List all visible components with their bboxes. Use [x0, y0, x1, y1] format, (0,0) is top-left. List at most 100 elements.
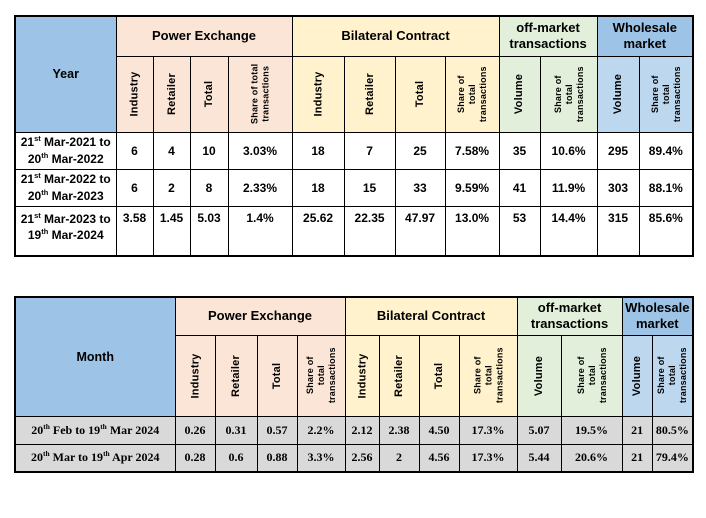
table2-group-bilateral-contract: Bilateral Contract: [344, 296, 518, 336]
table1-group-wholesale-market: Wholesale market: [596, 15, 694, 57]
data-cell: 10: [189, 131, 229, 170]
data-cell: 25.62: [291, 205, 345, 257]
data-cell: 17.3%: [458, 415, 518, 445]
data-cell: 85.6%: [638, 205, 694, 257]
data-cell: 33: [394, 168, 446, 207]
subheader-retailer: Retailer: [378, 334, 420, 417]
month-range-label: 20th Mar to 19th Apr 2024: [14, 443, 176, 473]
data-cell: 5.03: [189, 205, 229, 257]
table1-group-power-exchange: Power Exchange: [115, 15, 293, 57]
table2-corner-month: Month: [14, 296, 176, 417]
data-cell: 13.0%: [444, 205, 500, 257]
table1-corner-year: Year: [14, 15, 117, 133]
table1-row-2023-24: 21st Mar-2023 to 19th Mar-2024 3.58 1.45…: [14, 205, 694, 257]
subheader-retailer: Retailer: [343, 55, 396, 133]
data-cell: 35: [498, 131, 541, 170]
data-cell: 6: [115, 131, 154, 170]
data-cell: 41: [498, 168, 541, 207]
table2-row-feb-mar: 20th Feb to 19th Mar 2024 0.26 0.31 0.57…: [14, 415, 694, 445]
table1-group-header-row: Year Power Exchange Bilateral Contract o…: [14, 15, 694, 133]
subheader-total: Total: [394, 55, 446, 133]
subheader-share: Share of total transactions: [458, 334, 518, 417]
data-cell: 2.2%: [296, 415, 346, 445]
data-cell: 303: [596, 168, 640, 207]
data-cell: 14.4%: [539, 205, 598, 257]
data-cell: 4.50: [418, 415, 460, 445]
data-cell: 8: [189, 168, 229, 207]
data-cell: 1.45: [152, 205, 191, 257]
data-cell: 7: [343, 131, 396, 170]
data-cell: 0.26: [174, 415, 216, 445]
data-cell: 22.35: [343, 205, 396, 257]
data-cell: 5.44: [516, 443, 562, 473]
data-cell: 20.6%: [560, 443, 623, 473]
subheader-share: Share of total transactions: [444, 55, 500, 133]
subheader-volume: Volume: [516, 334, 562, 417]
subheader-share: Share of total transactions: [638, 55, 694, 133]
data-cell: 17.3%: [458, 443, 518, 473]
data-cell: 1.4%: [227, 205, 293, 257]
data-cell: 53: [498, 205, 541, 257]
subheader-volume: Volume: [621, 334, 653, 417]
subheader-share: Share of total transactions: [539, 55, 598, 133]
subheader-total: Total: [256, 334, 298, 417]
data-cell: 0.28: [174, 443, 216, 473]
data-cell: 21: [621, 443, 653, 473]
year-range-label: 21st Mar-2021 to 20th Mar-2022: [14, 131, 117, 170]
data-cell: 18: [291, 131, 345, 170]
data-cell: 9.59%: [444, 168, 500, 207]
data-cell: 2: [152, 168, 191, 207]
table2-group-power-exchange: Power Exchange: [174, 296, 346, 336]
data-cell: 89.4%: [638, 131, 694, 170]
data-cell: 3.58: [115, 205, 154, 257]
data-cell: 6: [115, 168, 154, 207]
monthly-transactions-table: Month Power Exchange Bilateral Contract …: [14, 296, 695, 473]
data-cell: 25: [394, 131, 446, 170]
table1-group-off-market: off-market transactions: [498, 15, 598, 57]
subheader-industry: Industry: [174, 334, 216, 417]
table1-group-bilateral-contract: Bilateral Contract: [291, 15, 500, 57]
data-cell: 18: [291, 168, 345, 207]
data-cell: 88.1%: [638, 168, 694, 207]
data-cell: 4.56: [418, 443, 460, 473]
data-cell: 2.33%: [227, 168, 293, 207]
data-cell: 15: [343, 168, 396, 207]
subheader-total: Total: [189, 55, 229, 133]
table1-row-2022-23: 21st Mar-2022 to 20th Mar-2023 6 2 8 2.3…: [14, 168, 694, 207]
subheader-share: Share of total transactions: [560, 334, 623, 417]
data-cell: 4: [152, 131, 191, 170]
yearly-transactions-table: Year Power Exchange Bilateral Contract o…: [14, 15, 695, 257]
data-cell: 80.5%: [651, 415, 694, 445]
subheader-industry: Industry: [291, 55, 345, 133]
data-cell: 295: [596, 131, 640, 170]
subheader-volume: Volume: [498, 55, 541, 133]
subheader-share: Share of total transactions: [651, 334, 694, 417]
data-cell: 11.9%: [539, 168, 598, 207]
subheader-share: Share of total transactions: [296, 334, 346, 417]
data-cell: 2.12: [344, 415, 380, 445]
subheader-total: Total: [418, 334, 460, 417]
table1-subheader-row: Industry Retailer Total Share of total t…: [15, 55, 694, 133]
data-cell: 0.88: [256, 443, 298, 473]
subheader-share: Share of total transactions: [227, 55, 293, 133]
data-cell: 0.57: [256, 415, 298, 445]
data-cell: 315: [596, 205, 640, 257]
data-cell: 79.4%: [651, 443, 694, 473]
data-cell: 2: [378, 443, 420, 473]
data-cell: 10.6%: [539, 131, 598, 170]
data-cell: 5.07: [516, 415, 562, 445]
table2-group-wholesale-market: Wholesale market: [621, 296, 694, 336]
table2-subheader-row: Industry Retailer Total Share of total t…: [15, 334, 694, 417]
subheader-volume: Volume: [596, 55, 640, 133]
data-cell: 2.56: [344, 443, 380, 473]
year-range-label: 21st Mar-2023 to 19th Mar-2024: [14, 205, 117, 257]
data-cell: 21: [621, 415, 653, 445]
data-cell: 0.6: [214, 443, 258, 473]
table2-group-off-market: off-market transactions: [516, 296, 623, 336]
table1-row-2021-22: 21st Mar-2021 to 20th Mar-2022 6 4 10 3.…: [14, 131, 694, 170]
subheader-industry: Industry: [344, 334, 380, 417]
page: Year Power Exchange Bilateral Contract o…: [14, 15, 695, 473]
data-cell: 0.31: [214, 415, 258, 445]
year-range-label: 21st Mar-2022 to 20th Mar-2023: [14, 168, 117, 207]
month-range-label: 20th Feb to 19th Mar 2024: [14, 415, 176, 445]
